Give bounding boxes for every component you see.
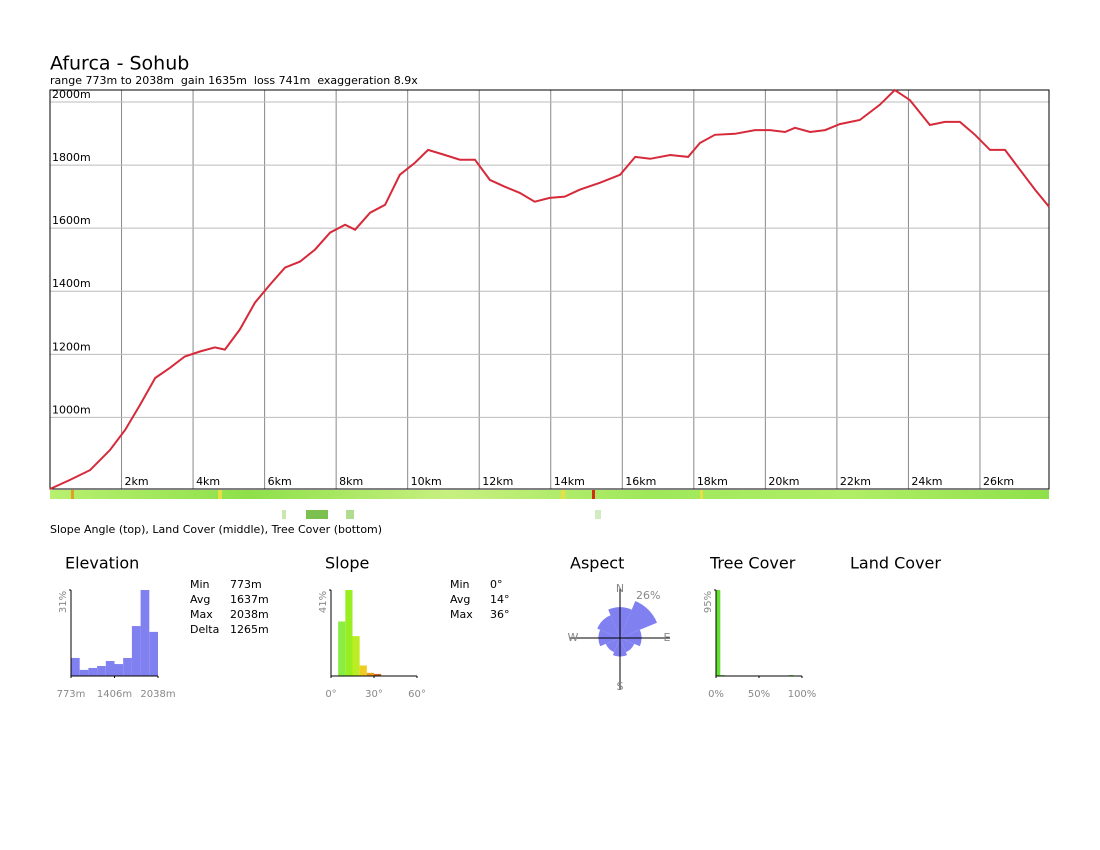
elevation-line [49,88,1050,490]
x-tick-label: 60° [408,689,426,700]
panel-title: Slope [325,554,369,573]
bar [123,657,132,676]
strip-mark [700,490,703,499]
x-tick-label: 50% [748,689,770,700]
stat-value: 1265m [230,623,269,636]
x-tick-label: 2038m [140,689,175,700]
stat-label: Max [190,608,213,621]
y-tick-label: 1800m [52,151,91,164]
y-tick-label: 2000m [52,88,91,101]
r-tick-label: 26% [636,589,660,602]
strip-mark [561,490,565,499]
x-tick-label: 1406m [97,689,132,700]
direction-label: S [617,680,624,693]
x-tick-label: 4km [196,475,220,488]
stat-value: 1637m [230,593,269,606]
y-tick-label: 1000m [52,403,91,416]
tree-strip [346,510,354,519]
x-tick-label: 10km [411,475,442,488]
stat-label: Min [450,578,470,591]
stat-value: 0° [490,578,503,591]
x-tick-label: 8km [339,475,363,488]
bar [71,657,80,676]
wedge [605,638,620,653]
bar [97,666,106,676]
y-tick-label: 1400m [52,277,91,290]
bar [149,631,158,676]
x-tick-label: 0° [325,689,336,700]
bar [338,621,346,676]
strip-mark [218,490,222,499]
bar [352,636,360,676]
stat-label: Min [190,578,210,591]
strip-mark [71,490,74,499]
x-tick-label: 20km [768,475,799,488]
wedge [597,615,620,638]
panel-title: Tree Cover [709,554,796,573]
y-tick-label: 95% [703,591,714,613]
y-tick-label: 41% [318,591,329,613]
x-tick-label: 24km [911,475,942,488]
bar [716,590,721,676]
x-tick-label: 12km [482,475,513,488]
y-tick-label: 1600m [52,214,91,227]
tree-strip [282,510,286,519]
strip-mark [592,490,595,499]
bar [374,673,382,676]
bar [345,590,353,676]
x-tick-label: 18km [697,475,728,488]
panel-title: Aspect [570,554,624,573]
slope-strip [50,490,1049,499]
x-tick-label: 773m [57,689,86,700]
tree-strip [595,510,601,519]
bar [79,669,89,676]
x-tick-label: 16km [625,475,656,488]
tree-strip [306,510,328,519]
panel-title: Elevation [65,554,139,573]
bar [366,672,374,676]
panel-title: Land Cover [850,554,941,573]
stat-label: Avg [450,593,470,606]
subtitle: range 773m to 2038m gain 1635m loss 741m… [50,74,418,87]
bar [140,590,150,676]
x-tick-label: 6km [268,475,292,488]
stat-label: Avg [190,593,210,606]
page-title: Afurca - Sohub [50,53,189,75]
strip-caption: Slope Angle (top), Land Cover (middle), … [50,523,382,536]
wedge [620,638,635,653]
direction-label: N [616,582,624,595]
y-tick-label: 1200m [52,340,91,353]
wedge [620,601,657,638]
bar [114,664,124,676]
bar [359,665,367,676]
x-tick-label: 30° [365,689,383,700]
bar [105,661,115,676]
x-tick-label: 26km [983,475,1014,488]
stat-label: Max [450,608,473,621]
bar [131,626,141,676]
stat-value: 14° [490,593,510,606]
bar [88,667,98,676]
stat-value: 2038m [230,608,269,621]
x-tick-label: 2km [125,475,149,488]
x-tick-label: 0% [708,689,724,700]
stat-value: 36° [490,608,510,621]
stat-value: 773m [230,578,262,591]
stat-label: Delta [190,623,219,636]
y-tick-label: 31% [58,591,69,613]
direction-label: E [664,631,671,644]
strips [50,490,1049,519]
x-tick-label: 14km [554,475,585,488]
plot-frame [49,89,1050,490]
x-tick-label: 22km [840,475,871,488]
x-tick-label: 100% [788,689,817,700]
direction-label: W [568,631,579,644]
